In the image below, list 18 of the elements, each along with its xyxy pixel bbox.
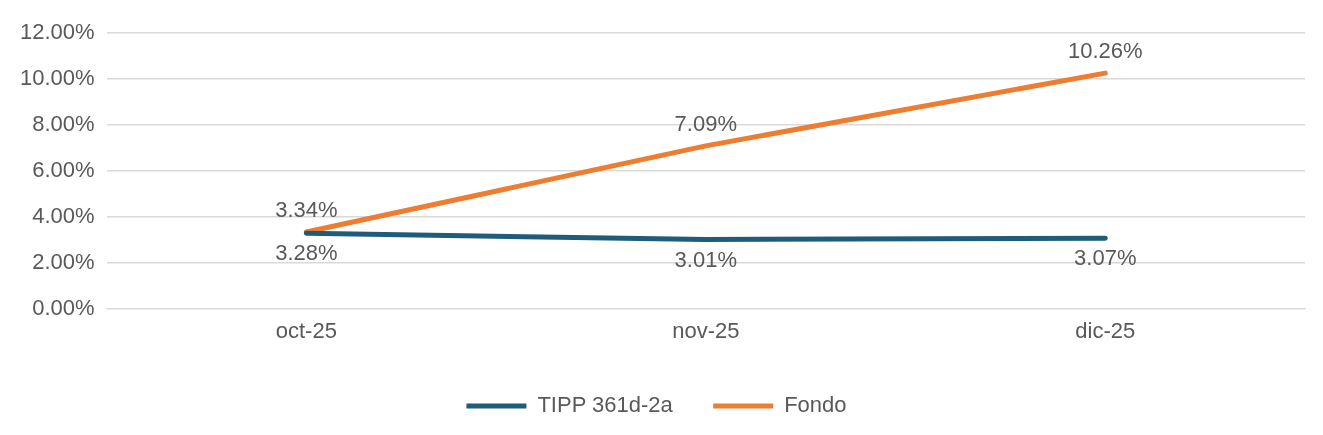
legend-label: Fondo bbox=[784, 392, 847, 418]
y-tick-label: 6.00% bbox=[32, 156, 95, 182]
legend-label: TIPP 361d-2a bbox=[537, 392, 674, 418]
y-tick-label: 10.00% bbox=[19, 65, 95, 91]
y-tick-label: 0.00% bbox=[32, 294, 95, 320]
data-label: 3.01% bbox=[674, 246, 737, 272]
data-label: 10.26% bbox=[1067, 38, 1143, 64]
y-tick-label: 4.00% bbox=[32, 202, 95, 228]
data-label: 3.28% bbox=[275, 240, 338, 266]
x-tick-label: dic-25 bbox=[1075, 317, 1136, 343]
x-tick-label: oct-25 bbox=[275, 317, 337, 343]
y-tick-label: 8.00% bbox=[32, 111, 95, 137]
data-label: 3.34% bbox=[275, 197, 338, 223]
data-label: 3.07% bbox=[1074, 245, 1137, 271]
data-label: 7.09% bbox=[674, 110, 737, 136]
y-tick-label: 2.00% bbox=[32, 248, 95, 274]
y-tick-label: 12.00% bbox=[19, 19, 95, 45]
x-tick-label: nov-25 bbox=[672, 317, 740, 343]
